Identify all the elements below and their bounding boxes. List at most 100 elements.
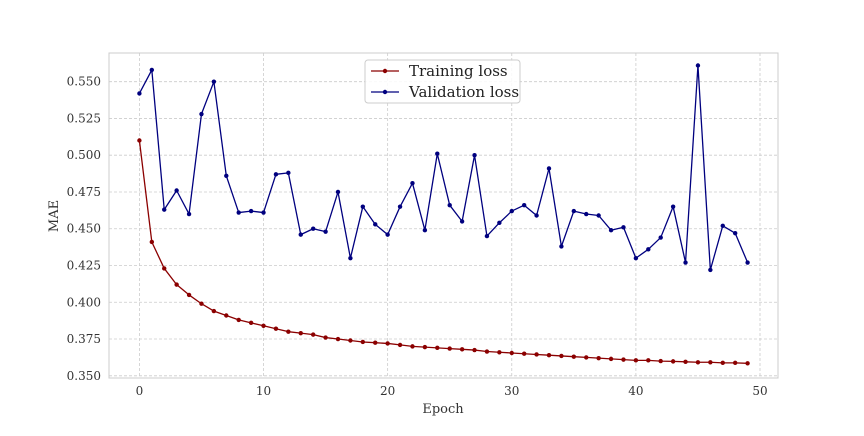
x-tick-label: 40	[628, 384, 643, 398]
validation-loss-point	[683, 260, 688, 265]
validation-loss-point	[546, 166, 552, 171]
x-tick-label: 50	[752, 384, 767, 398]
training-loss-point	[596, 355, 601, 361]
validation-loss-point	[621, 225, 626, 230]
training-loss-point	[348, 338, 353, 343]
validation-loss-point	[373, 222, 378, 227]
training-loss-point	[509, 350, 514, 356]
training-loss-point	[497, 350, 502, 355]
plot-area	[108, 52, 779, 379]
training-loss-point	[211, 308, 217, 314]
x-tick-label: 20	[380, 384, 395, 398]
validation-loss-point	[745, 260, 750, 265]
validation-loss-point	[472, 153, 477, 158]
y-tick-label: 0.550	[67, 75, 101, 89]
validation-loss-point	[521, 203, 527, 208]
training-loss-point	[447, 346, 452, 351]
validation-loss-point	[559, 244, 564, 249]
validation-loss-point	[509, 208, 514, 214]
training-loss-point	[137, 138, 142, 143]
validation-loss-point	[447, 203, 452, 208]
x-axis-label: Epoch	[422, 402, 464, 417]
training-loss-point	[484, 349, 490, 354]
validation-loss-point	[720, 223, 725, 228]
tick-labels: 0 10 20 30 40 50 0.350 0.375 0.400 0.425 0.450 0.47…	[67, 75, 768, 398]
legend-box	[364, 59, 521, 104]
validation-loss-point	[360, 204, 366, 209]
validation-loss-point	[670, 204, 676, 209]
training-loss-point	[708, 360, 713, 365]
validation-loss-point	[310, 226, 316, 231]
training-loss-point	[385, 341, 390, 346]
x-tick-label: 10	[256, 384, 271, 398]
validation-loss-point	[732, 230, 738, 236]
validation-loss-point	[584, 211, 589, 217]
training-loss-point	[199, 301, 204, 306]
y-tick-label: 0.350	[67, 369, 101, 383]
y-tick-label: 0.400	[67, 295, 101, 309]
validation-loss-point	[695, 63, 701, 68]
x-tick-label: 30	[504, 384, 519, 398]
training-loss-point	[236, 317, 241, 323]
training-loss-point	[335, 336, 341, 342]
validation-loss-point	[323, 229, 328, 234]
training-loss-series	[137, 138, 750, 366]
validation-loss-point	[435, 151, 440, 156]
training-loss-point	[273, 326, 279, 331]
validation-loss-point	[137, 91, 142, 96]
validation-loss-point	[261, 210, 266, 215]
training-loss-point	[720, 360, 725, 366]
legend-label-validation: Validation loss	[408, 83, 519, 101]
training-loss-point	[584, 355, 589, 360]
training-loss-point	[459, 347, 465, 352]
training-loss-point	[149, 239, 155, 245]
y-tick-label: 0.375	[67, 332, 101, 346]
training-loss-point	[732, 360, 738, 366]
training-loss-point	[745, 361, 750, 366]
training-loss-point	[310, 332, 316, 337]
validation-loss-series	[137, 63, 750, 273]
y-tick-label: 0.475	[67, 185, 101, 199]
training-loss-point	[435, 345, 440, 351]
x-tick-label: 0	[136, 384, 144, 398]
validation-loss-point	[149, 67, 155, 73]
training-loss-point	[658, 358, 663, 364]
training-loss-point	[286, 329, 291, 334]
validation-loss-point	[497, 220, 502, 226]
training-loss-point	[534, 352, 539, 357]
training-loss-point	[248, 320, 254, 326]
validation-loss-point	[186, 211, 192, 217]
training-loss-point	[323, 335, 328, 340]
training-loss-point	[224, 313, 229, 318]
legend-marker-training	[382, 68, 388, 74]
validation-loss-point	[571, 208, 577, 214]
validation-loss-point	[199, 111, 204, 117]
training-loss-point	[298, 330, 303, 336]
training-loss-point	[397, 342, 403, 348]
validation-loss-point	[273, 172, 279, 177]
validation-loss-point	[608, 228, 614, 233]
training-loss-point	[521, 351, 527, 356]
validation-loss-point	[596, 213, 601, 218]
validation-loss-point	[646, 247, 651, 252]
validation-loss-point	[224, 173, 229, 178]
training-loss-point	[422, 344, 428, 350]
validation-loss-point	[335, 189, 341, 195]
training-loss-point	[174, 282, 179, 287]
validation-loss-point	[385, 232, 390, 237]
validation-loss-point	[459, 219, 465, 224]
validation-loss-point	[174, 188, 179, 193]
validation-loss-point	[633, 255, 639, 261]
training-loss-point	[683, 359, 688, 365]
validation-loss-point	[348, 255, 353, 261]
y-tick-label: 0.500	[67, 148, 101, 162]
training-loss-point	[261, 323, 266, 328]
validation-loss-point	[422, 228, 428, 233]
validation-loss-point	[248, 208, 254, 214]
y-tick-label: 0.450	[67, 222, 101, 236]
validation-loss-point	[410, 180, 415, 186]
y-tick-label: 0.425	[67, 259, 101, 273]
training-loss-point	[695, 360, 701, 365]
